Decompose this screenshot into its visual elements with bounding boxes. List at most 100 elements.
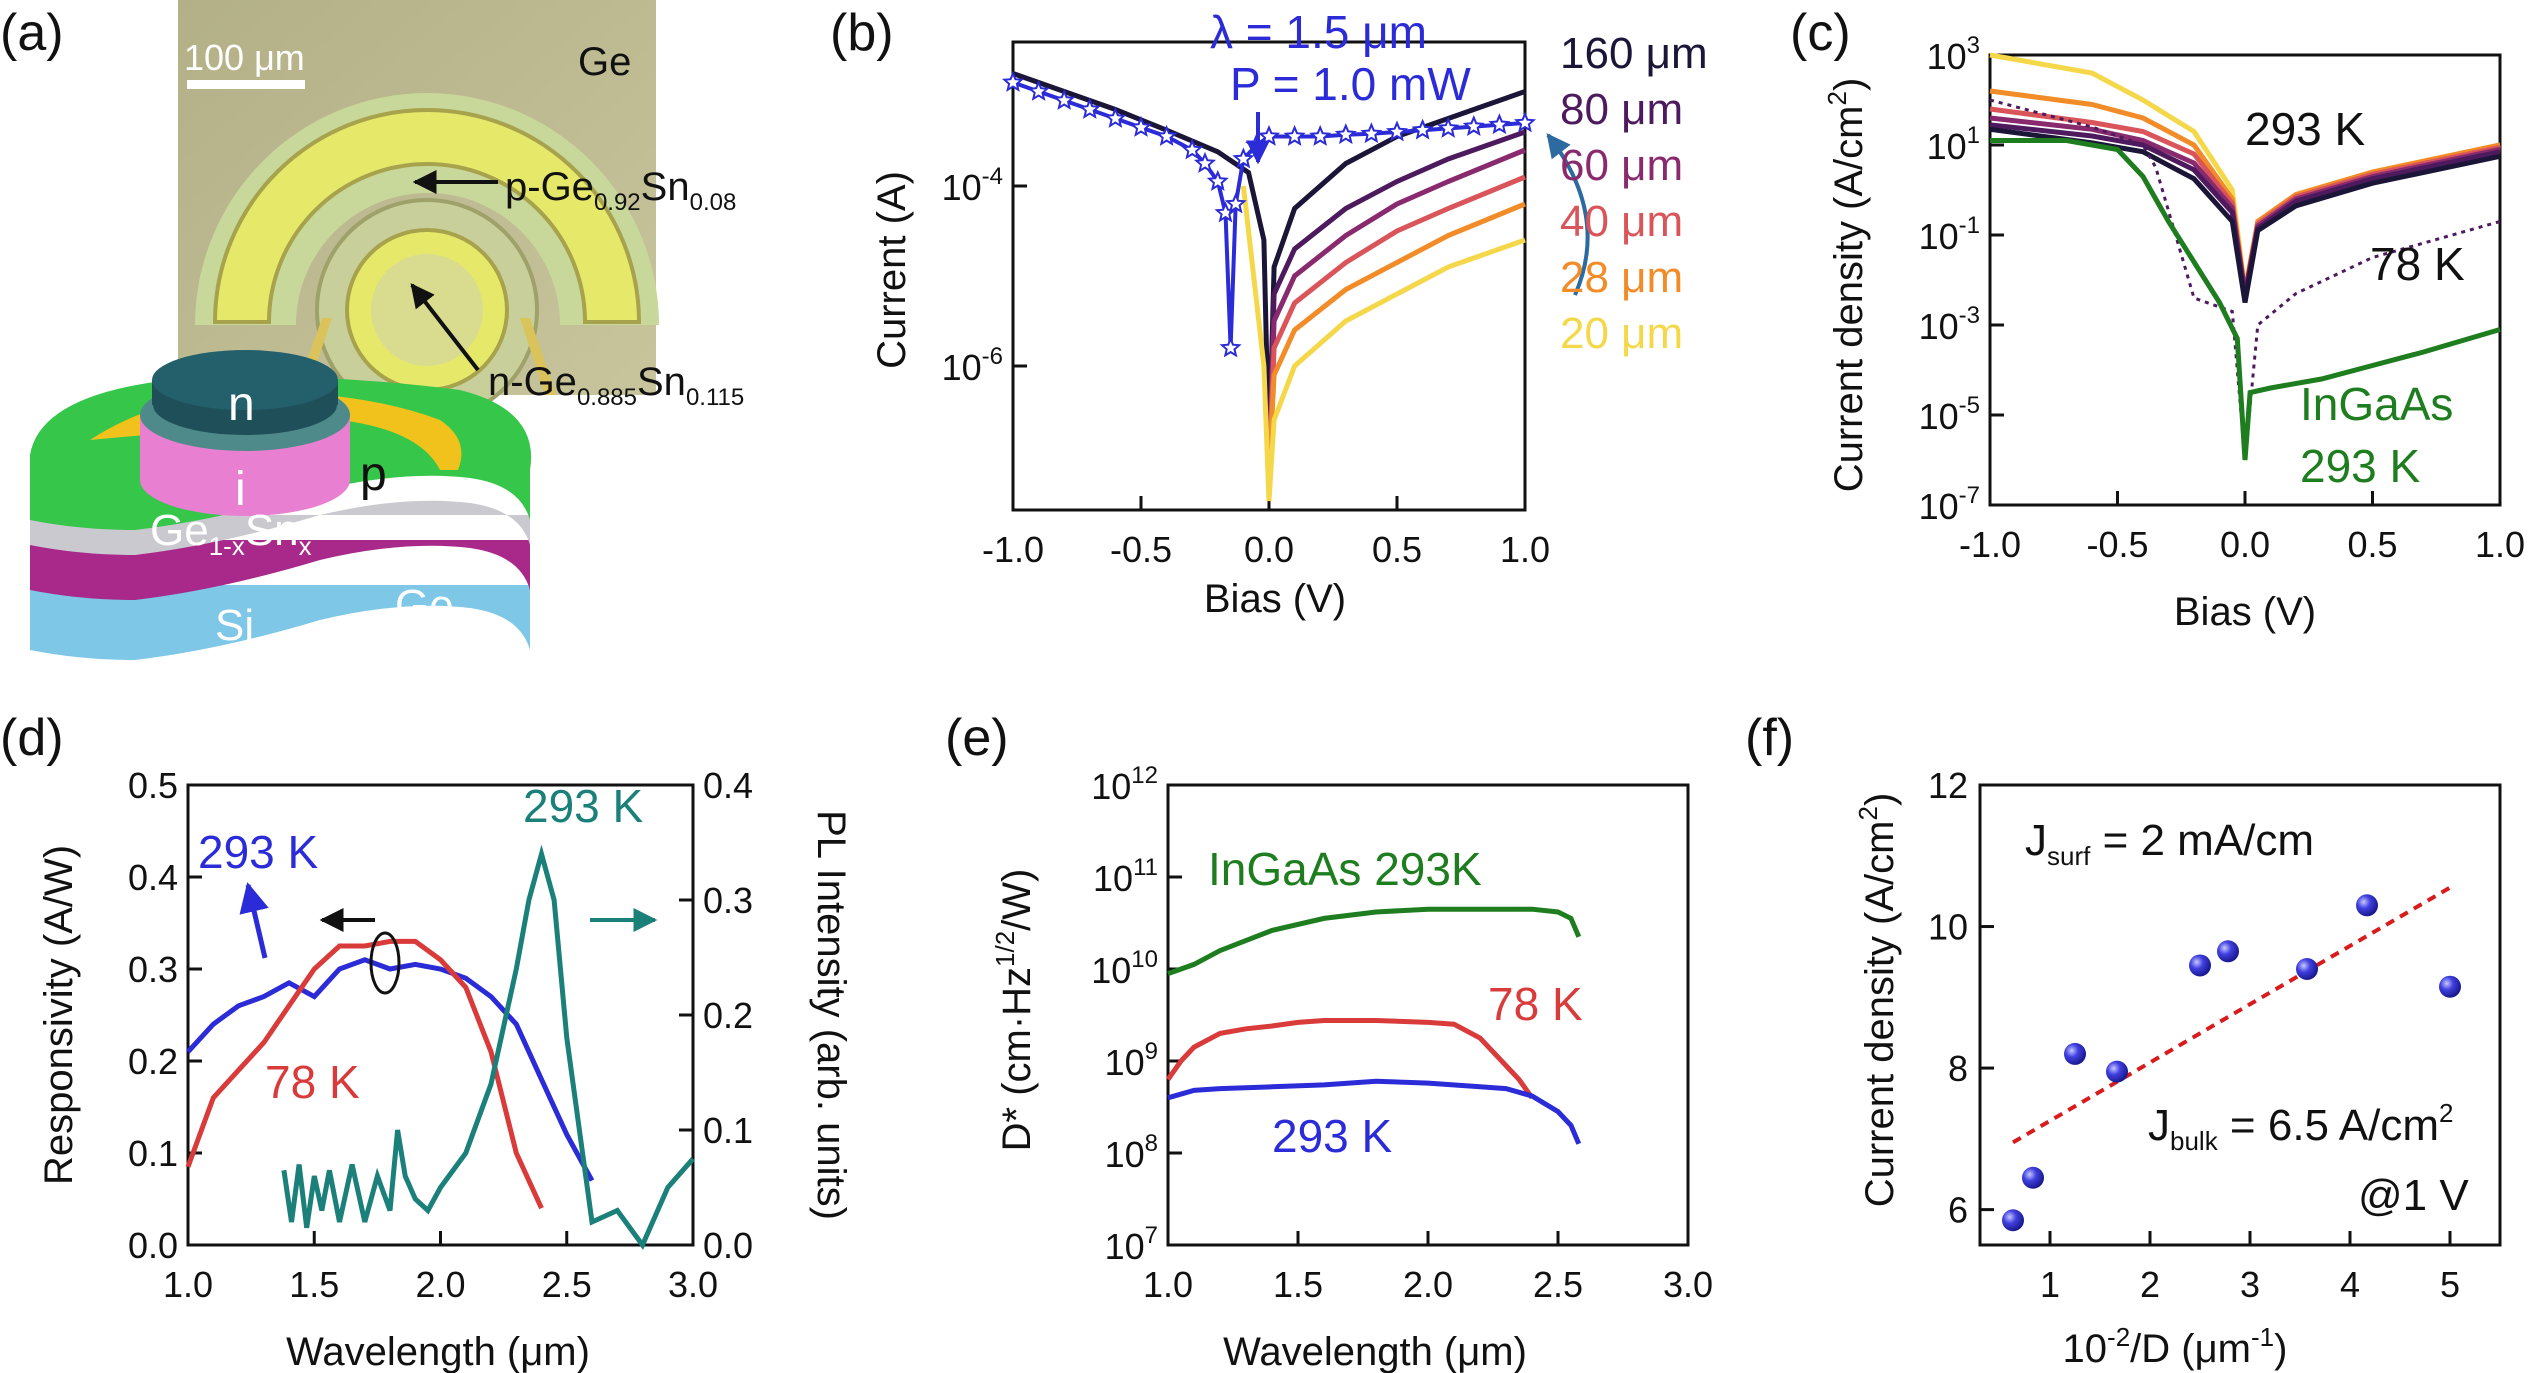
d-ytick-label: 0.3 <box>128 949 178 990</box>
b-annotation-lambda: λ = 1.5 μm <box>1210 6 1427 58</box>
b-star-marker <box>1219 336 1242 358</box>
d-series-line <box>185 938 544 1210</box>
f-xtick-label: 5 <box>2440 1264 2460 1305</box>
b-legend: 160 μm 80 μm 60 μm 40 μm 28 μm 20 μm <box>1560 29 1708 358</box>
n-layer-cap <box>152 350 338 410</box>
ge-substrate-label: Ge <box>578 40 631 84</box>
d-ytick-label: 0.4 <box>128 857 178 898</box>
panel-f-tag: (f) <box>1745 709 1794 767</box>
f-data-point <box>2217 940 2239 963</box>
f-ytick-label: 8 <box>1948 1048 1968 1089</box>
d-xlabel: Wavelength (μm) <box>286 1330 590 1373</box>
e-ylabel: D* (cm·Hz1/2/W) <box>990 869 1039 1152</box>
e-label-78k: 78 K <box>1488 978 1583 1030</box>
layer-si-label: Si <box>215 601 254 650</box>
b-plot-area: -1.0 -0.5 0.0 0.5 1.0 10-4 10-6 <box>942 40 1550 570</box>
c-label-ingaas-temp: 293 K <box>2300 440 2421 492</box>
b-star-marker <box>1193 151 1217 173</box>
scale-bar <box>187 80 305 89</box>
label-p-gesn: p-Ge0.92Sn0.08 <box>505 165 736 216</box>
d-ytick-right-label: 0.0 <box>703 1225 753 1266</box>
b-series-line <box>1266 201 1526 475</box>
gesn-layer <box>30 500 530 555</box>
d-arrow-293k <box>239 882 269 959</box>
b-xtick-label: 0.0 <box>1244 529 1294 570</box>
c-ytick-label: 10-3 <box>1919 302 1980 347</box>
d-ytick-right-label: 0.1 <box>703 1110 753 1151</box>
b-series-line <box>1240 185 1526 502</box>
d-xtick-label: 2.0 <box>415 1264 465 1305</box>
f-xtick-label: 1 <box>2040 1264 2060 1305</box>
d-ylabel-left: Responsivity (A/W) <box>37 845 81 1185</box>
f-ylabel: Current density (A/cm2) <box>1853 793 1902 1208</box>
label-n-gesn: n-Ge0.885Sn0.115 <box>488 360 744 411</box>
f-data-point <box>2002 1209 2024 1232</box>
d-ylabel-right: PL Intensity (arb. units) <box>809 810 853 1220</box>
d-resp-marker <box>369 931 401 995</box>
b-series-line <box>1012 71 1526 457</box>
layer-ge-label: Ge <box>395 581 454 630</box>
b-series-line <box>1266 174 1526 475</box>
e-label-293k: 293 K <box>1272 1110 1393 1162</box>
c-xtick-label: -1.0 <box>1959 524 2021 565</box>
f-xtick-label: 3 <box>2240 1264 2260 1305</box>
e-xtick-label: 2.5 <box>1533 1264 1583 1305</box>
c-ytick-label: 10-1 <box>1919 212 1980 257</box>
b-star-marker <box>1334 123 1357 145</box>
e-ytick-label: 1010 <box>1091 946 1158 991</box>
d-ytick-label: 0.1 <box>128 1133 178 1174</box>
b-series-line <box>1266 147 1526 466</box>
e-ytick-label: 108 <box>1105 1130 1158 1175</box>
e-xlabel: Wavelength (μm) <box>1223 1330 1527 1373</box>
b-star-marker <box>1053 88 1076 110</box>
d-ytick-right-label: 0.4 <box>703 765 753 806</box>
b-legend-entry: 60 μm <box>1560 141 1683 190</box>
e-xtick-label: 2.0 <box>1403 1264 1453 1305</box>
d-series-line <box>186 957 595 1182</box>
b-legend-entry: 40 μm <box>1560 197 1683 246</box>
e-ytick-label: 1012 <box>1091 762 1158 807</box>
d-xtick-label: 2.5 <box>542 1264 592 1305</box>
f-data-point <box>2064 1042 2086 1065</box>
d-label-pl: 293 K <box>523 780 644 832</box>
b-star-marker <box>1385 120 1409 142</box>
d-ytick-label: 0.0 <box>128 1225 178 1266</box>
c-series-line <box>1990 138 2501 461</box>
d-ytick-right-label: 0.3 <box>703 880 753 921</box>
b-legend-entry: 28 μm <box>1560 253 1683 302</box>
probe-lead-right <box>520 318 556 395</box>
c-ytick-label: 10-7 <box>1919 482 1980 527</box>
c-xtick-label: 0.5 <box>2347 524 2397 565</box>
b-star-marker <box>1488 113 1511 135</box>
device-schematic: n i p Ge1-xSnx Ge Si <box>30 350 532 660</box>
b-star-marker <box>1309 124 1332 146</box>
b-xtick-label: 1.0 <box>1500 529 1550 570</box>
layer-n-label: n <box>228 378 255 431</box>
e-plot-area: 1.0 1.5 2.0 2.5 3.0 1012 1011 1010 109 108 107 <box>1091 762 1713 1305</box>
d-xtick-label: 1.5 <box>289 1264 339 1305</box>
f-xtick-label: 4 <box>2340 1264 2360 1305</box>
c-ylabel: Current density (A/cm2) <box>1822 78 1871 493</box>
e-ytick-label: 1011 <box>1093 854 1158 899</box>
f-xlabel: 10-2/D (μm-1) <box>2063 1322 2288 1371</box>
d-ytick-right-label: 0.2 <box>703 995 753 1036</box>
b-star-marker <box>1078 97 1101 119</box>
b-legend-entry: 160 μm <box>1560 29 1708 78</box>
chart-e: (e) 1.0 1.5 2.0 2.5 3.0 1012 1011 1010 109 108 107… <box>945 709 1713 1373</box>
d-ytick-label: 0.2 <box>128 1041 178 1082</box>
c-xtick-label: 0.0 <box>2220 524 2270 565</box>
b-star-marker <box>1360 122 1383 144</box>
f-data-point <box>2189 954 2211 977</box>
b-star-marker <box>1155 124 1178 146</box>
b-xtick-label: -0.5 <box>1110 529 1172 570</box>
panel-a: (a) 100 μm Ge n <box>0 0 744 660</box>
chart-b: (b) -1.0 -0.5 0.0 0.5 1.0 10-4 10-6 Bias (V) C… <box>830 4 1708 621</box>
d-label-293k: 293 K <box>198 826 319 878</box>
b-star-marker <box>1181 138 1204 160</box>
d-plot-area: 1.0 1.5 2.0 2.5 3.00.00.10.20.30.40.50.00.10… <box>128 765 753 1305</box>
layer-i-label: i <box>235 463 246 516</box>
c-ytick-label: 10-5 <box>1919 392 1980 437</box>
e-xtick-label: 1.0 <box>1143 1264 1193 1305</box>
